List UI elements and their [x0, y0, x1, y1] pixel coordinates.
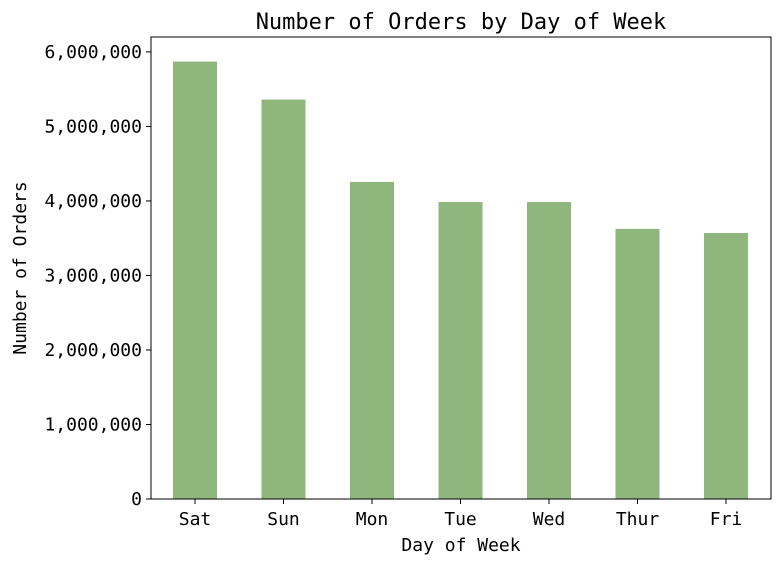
x-tick-label-tue: Tue: [444, 509, 477, 530]
y-tick-label-0: 0: [131, 489, 142, 510]
y-tick-label-2: 2,000,000: [44, 340, 142, 361]
x-axis-label: Day of Week: [401, 535, 520, 556]
y-tick-label-5: 5,000,000: [44, 116, 142, 137]
x-tick-label-mon: Mon: [356, 509, 389, 530]
y-tick-label-1: 1,000,000: [44, 414, 142, 435]
bar-thur: [615, 228, 660, 499]
x-tick-label-fri: Fri: [710, 509, 743, 530]
chart-title: Number of Orders by Day of Week: [256, 10, 667, 35]
y-axis-label: Number of Orders: [10, 181, 31, 354]
x-axis: Sat Sun Mon Tue Wed Thur Fri: [179, 499, 743, 530]
y-tick-label-6: 6,000,000: [44, 42, 142, 63]
bar-sat: [173, 61, 217, 499]
y-axis: 0 1,000,000 2,000,000 3,000,000 4,000,000 5,0…: [44, 42, 151, 510]
bar-sun: [261, 99, 306, 499]
bar-wed: [527, 202, 571, 499]
y-tick-label-4: 4,000,000: [44, 191, 142, 212]
x-tick-label-thur: Thur: [616, 509, 660, 530]
x-tick-label-sun: Sun: [267, 509, 300, 530]
bars-group: [173, 61, 748, 499]
y-tick-label-3: 3,000,000: [44, 265, 142, 286]
bar-fri: [704, 232, 748, 499]
x-tick-label-wed: Wed: [533, 509, 566, 530]
bar-tue: [438, 202, 483, 499]
bar-mon: [350, 181, 394, 499]
x-tick-label-sat: Sat: [179, 509, 212, 530]
